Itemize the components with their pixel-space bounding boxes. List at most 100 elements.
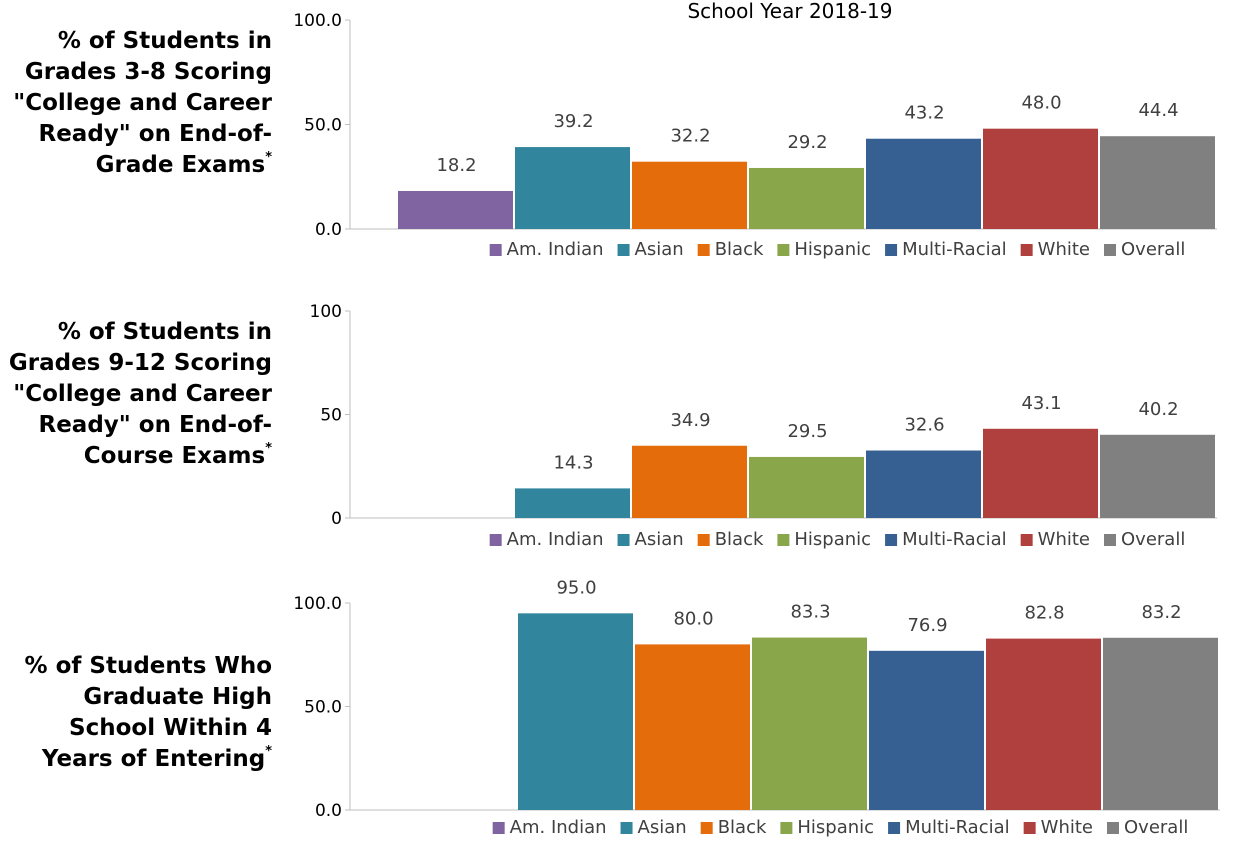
bar-white bbox=[986, 638, 1101, 810]
legend-label-multi-racial: Multi-Racial bbox=[902, 239, 1007, 260]
legend-label-hispanic: Hispanic bbox=[794, 529, 871, 550]
legend-label-am-indian: Am. Indian bbox=[510, 817, 607, 838]
legend-swatch-multi-racial bbox=[888, 822, 901, 834]
data-label-hispanic: 29.5 bbox=[787, 421, 827, 442]
legend-swatch-am-indian bbox=[489, 534, 502, 546]
chart-subtitle: School Year 2018-19 bbox=[687, 0, 892, 23]
legend-swatch-black bbox=[697, 534, 710, 546]
legend-item-overall: Overall bbox=[1104, 239, 1185, 260]
legend-item-white: White bbox=[1023, 817, 1093, 838]
legend-item-am-indian: Am. Indian bbox=[489, 239, 604, 260]
data-label-hispanic: 83.3 bbox=[790, 602, 830, 623]
row-label-line: % of Students Who bbox=[25, 653, 272, 679]
legend-item-white: White bbox=[1020, 529, 1090, 550]
row-label-line: "College and Career bbox=[13, 381, 272, 407]
row-label-line: Grades 3-8 Scoring bbox=[25, 59, 272, 85]
legend-swatch-white bbox=[1020, 244, 1033, 256]
row-label-line: % of Students in bbox=[58, 28, 272, 54]
footnote-mark: * bbox=[265, 744, 272, 759]
legend-item-overall: Overall bbox=[1104, 529, 1185, 550]
data-label-am-indian: 18.2 bbox=[436, 155, 476, 176]
y-tick-label: 100 bbox=[310, 302, 342, 322]
legend-swatch-am-indian bbox=[489, 244, 502, 256]
legend-item-hispanic: Hispanic bbox=[780, 817, 874, 838]
legend-swatch-black bbox=[697, 244, 710, 256]
row-label-line: Ready" on End-of- bbox=[38, 121, 272, 147]
legend-swatch-white bbox=[1020, 534, 1033, 546]
legend-label-multi-racial: Multi-Racial bbox=[905, 817, 1010, 838]
row-label-line: Grade Exams* bbox=[96, 150, 273, 178]
y-tick-label: 0.0 bbox=[315, 220, 342, 240]
data-label-asian: 14.3 bbox=[553, 452, 593, 473]
y-tick-label: 100.0 bbox=[293, 594, 342, 614]
legend-label-black: Black bbox=[718, 817, 767, 838]
legend-label-white: White bbox=[1041, 817, 1093, 838]
data-label-overall: 40.2 bbox=[1138, 399, 1178, 420]
footnote-mark: * bbox=[265, 441, 272, 456]
data-label-asian: 95.0 bbox=[556, 577, 596, 598]
legend-item-black: Black bbox=[697, 239, 764, 260]
data-label-black: 32.2 bbox=[670, 126, 710, 147]
data-label-white: 43.1 bbox=[1021, 393, 1061, 414]
bar-am-indian bbox=[398, 190, 513, 229]
legend-item-white: White bbox=[1020, 239, 1090, 260]
bar-white bbox=[983, 428, 1098, 518]
row-label-line: Graduate High bbox=[83, 684, 272, 710]
data-label-black: 80.0 bbox=[673, 608, 713, 629]
data-label-overall: 44.4 bbox=[1138, 100, 1178, 121]
legend-swatch-multi-racial bbox=[885, 534, 898, 546]
legend-label-am-indian: Am. Indian bbox=[507, 239, 604, 260]
legend-item-am-indian: Am. Indian bbox=[489, 529, 604, 550]
bar-asian bbox=[515, 147, 630, 229]
bar-black bbox=[632, 445, 747, 518]
y-tick-label: 0.0 bbox=[315, 801, 342, 821]
legend-item-black: Black bbox=[700, 817, 767, 838]
data-label-multi-racial: 76.9 bbox=[907, 615, 947, 636]
legend-item-am-indian: Am. Indian bbox=[492, 817, 607, 838]
y-tick-label: 50 bbox=[320, 406, 342, 426]
y-tick-label: 50.0 bbox=[304, 116, 342, 136]
legend-swatch-hispanic bbox=[777, 534, 790, 546]
legend-item-overall: Overall bbox=[1107, 817, 1188, 838]
bar-overall bbox=[1100, 434, 1215, 518]
data-label-asian: 39.2 bbox=[553, 111, 593, 132]
legend-swatch-overall bbox=[1104, 244, 1116, 256]
bar-asian bbox=[518, 613, 633, 810]
legend-item-asian: Asian bbox=[617, 529, 684, 550]
row-label-line: Course Exams* bbox=[84, 441, 272, 469]
bar-overall bbox=[1103, 637, 1218, 810]
legend-label-hispanic: Hispanic bbox=[794, 239, 871, 260]
bar-asian bbox=[515, 488, 630, 518]
legend-swatch-overall bbox=[1107, 822, 1119, 834]
chart-panel-1: % of Students in Grades 3-8 Scoring "Colle… bbox=[13, 11, 1217, 260]
legend-label-white: White bbox=[1038, 529, 1090, 550]
legend-label-overall: Overall bbox=[1124, 817, 1188, 838]
legend-swatch-asian bbox=[617, 534, 630, 546]
y-tick-label: 0 bbox=[331, 509, 342, 529]
data-label-multi-racial: 43.2 bbox=[904, 103, 944, 124]
bar-hispanic bbox=[749, 456, 864, 518]
legend-swatch-asian bbox=[617, 244, 630, 256]
footnote-mark: * bbox=[265, 150, 272, 165]
legend-swatch-hispanic bbox=[777, 244, 790, 256]
row-label-line: School Within 4 bbox=[69, 715, 272, 741]
legend-label-asian: Asian bbox=[635, 239, 684, 260]
data-label-black: 34.9 bbox=[670, 410, 710, 431]
legend-label-asian: Asian bbox=[638, 817, 687, 838]
legend-item-asian: Asian bbox=[617, 239, 684, 260]
legend-item-hispanic: Hispanic bbox=[777, 529, 871, 550]
legend-item-multi-racial: Multi-Racial bbox=[885, 239, 1007, 260]
bar-hispanic bbox=[752, 637, 867, 810]
bar-black bbox=[632, 161, 747, 229]
row-label-line: Years of Entering* bbox=[41, 744, 272, 772]
bar-black bbox=[635, 644, 750, 810]
legend-item-hispanic: Hispanic bbox=[777, 239, 871, 260]
legend-swatch-hispanic bbox=[780, 822, 793, 834]
y-tick-label: 100.0 bbox=[293, 11, 342, 31]
row-label-line: "College and Career bbox=[13, 90, 272, 116]
bar-multi-racial bbox=[866, 138, 981, 229]
bar-multi-racial bbox=[866, 450, 981, 518]
legend-swatch-overall bbox=[1104, 534, 1116, 546]
